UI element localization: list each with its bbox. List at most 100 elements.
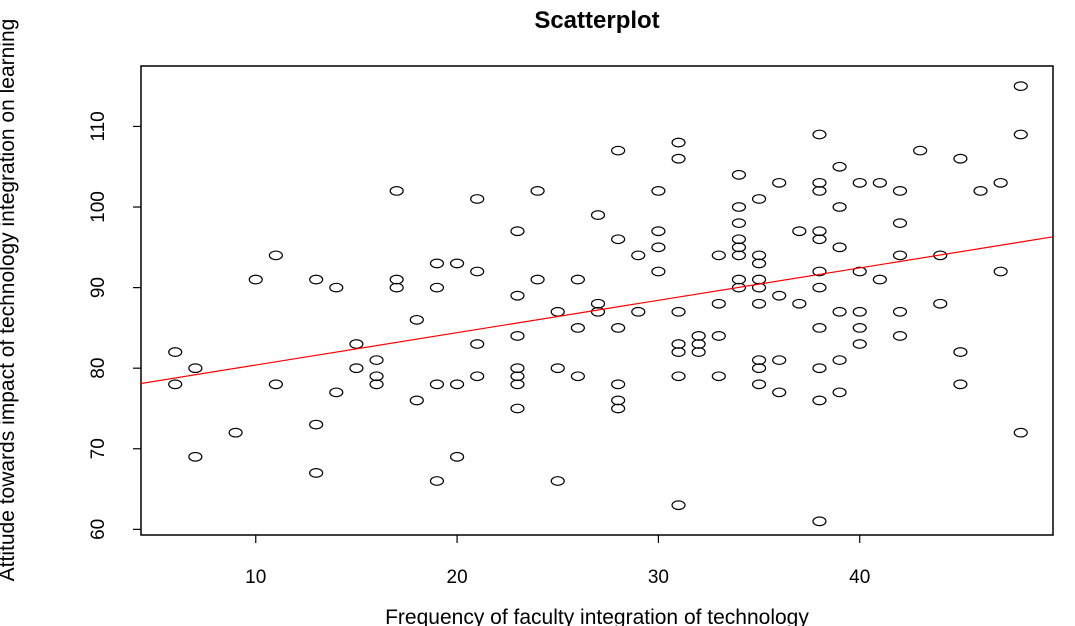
data-point (832, 161, 847, 172)
x-tick-label: 30 (648, 567, 669, 588)
data-point (369, 371, 384, 382)
data-points (168, 81, 1028, 527)
data-point (349, 363, 364, 374)
data-point (832, 355, 847, 366)
data-point (913, 145, 928, 156)
data-point (953, 347, 968, 357)
data-point (812, 322, 827, 333)
y-tick-label: 70 (88, 438, 109, 459)
data-point (429, 258, 445, 269)
x-axis-label: Frequency of faculty integration of tech… (385, 606, 809, 626)
x-axis: 10 20 30 40 (245, 535, 870, 588)
y-tick-label: 110 (88, 111, 109, 141)
data-point (711, 331, 726, 341)
data-point (772, 290, 787, 301)
data-point (309, 468, 324, 478)
data-point (953, 153, 968, 164)
data-point (470, 371, 485, 382)
data-point (731, 274, 747, 285)
data-point (711, 371, 726, 382)
data-point (751, 355, 767, 366)
data-point (711, 298, 726, 309)
data-point (309, 419, 324, 430)
data-point (570, 371, 585, 382)
x-tick-label: 20 (447, 567, 468, 588)
data-point (872, 177, 887, 188)
y-axis-label: Attitude towards impact of technology in… (0, 19, 19, 582)
data-point (611, 145, 626, 156)
data-point (671, 500, 686, 511)
data-point (993, 266, 1008, 277)
data-point (832, 202, 847, 212)
data-point (751, 363, 767, 374)
data-point (812, 266, 827, 277)
data-point (731, 218, 747, 229)
data-point (832, 242, 847, 253)
data-point (671, 347, 686, 357)
data-point (631, 306, 646, 317)
data-point (852, 177, 867, 188)
data-point (731, 202, 747, 212)
data-point (731, 169, 747, 180)
plot-frame (140, 65, 1054, 536)
data-point (751, 258, 767, 269)
data-point (611, 234, 626, 245)
data-point (731, 282, 747, 293)
data-point (329, 282, 344, 293)
data-point (510, 371, 525, 382)
data-point (550, 306, 565, 317)
data-point (832, 387, 847, 398)
data-point (329, 387, 344, 398)
data-point (892, 218, 908, 229)
data-point (731, 234, 747, 245)
data-point (611, 322, 626, 333)
data-point (530, 274, 545, 285)
data-point (772, 177, 787, 188)
data-point (590, 298, 606, 309)
data-point (892, 306, 908, 317)
data-point (671, 306, 686, 317)
data-point (449, 258, 465, 269)
data-point (812, 363, 827, 374)
data-point (631, 250, 646, 261)
data-point (510, 363, 525, 374)
data-point (550, 476, 565, 486)
data-point (792, 226, 807, 237)
data-point (188, 363, 203, 374)
data-point (751, 379, 767, 390)
data-point (812, 516, 827, 527)
data-point (611, 403, 626, 414)
data-point (369, 379, 384, 390)
data-point (188, 451, 203, 462)
regression-line (140, 236, 1054, 385)
data-point (389, 186, 404, 196)
data-point (228, 427, 243, 438)
data-point (611, 379, 626, 390)
data-point (309, 274, 324, 285)
data-point (268, 250, 283, 261)
data-point (751, 282, 767, 293)
data-point (651, 266, 666, 277)
data-point (772, 387, 787, 398)
y-tick-label: 80 (88, 358, 109, 379)
data-point (852, 339, 867, 349)
data-point (812, 226, 827, 237)
data-point (691, 339, 706, 349)
data-point (933, 298, 948, 309)
data-point (812, 395, 827, 406)
data-point (1013, 81, 1028, 92)
data-point (168, 347, 183, 357)
data-point (852, 266, 867, 277)
data-point (892, 331, 908, 341)
data-point (429, 282, 445, 293)
data-point (671, 137, 686, 148)
data-point (611, 395, 626, 406)
data-point (449, 379, 465, 390)
data-point (812, 234, 827, 245)
data-point (590, 306, 606, 317)
data-point (530, 186, 545, 196)
chart-title: Scatterplot (534, 7, 659, 34)
data-point (470, 266, 485, 277)
data-point (711, 250, 726, 261)
